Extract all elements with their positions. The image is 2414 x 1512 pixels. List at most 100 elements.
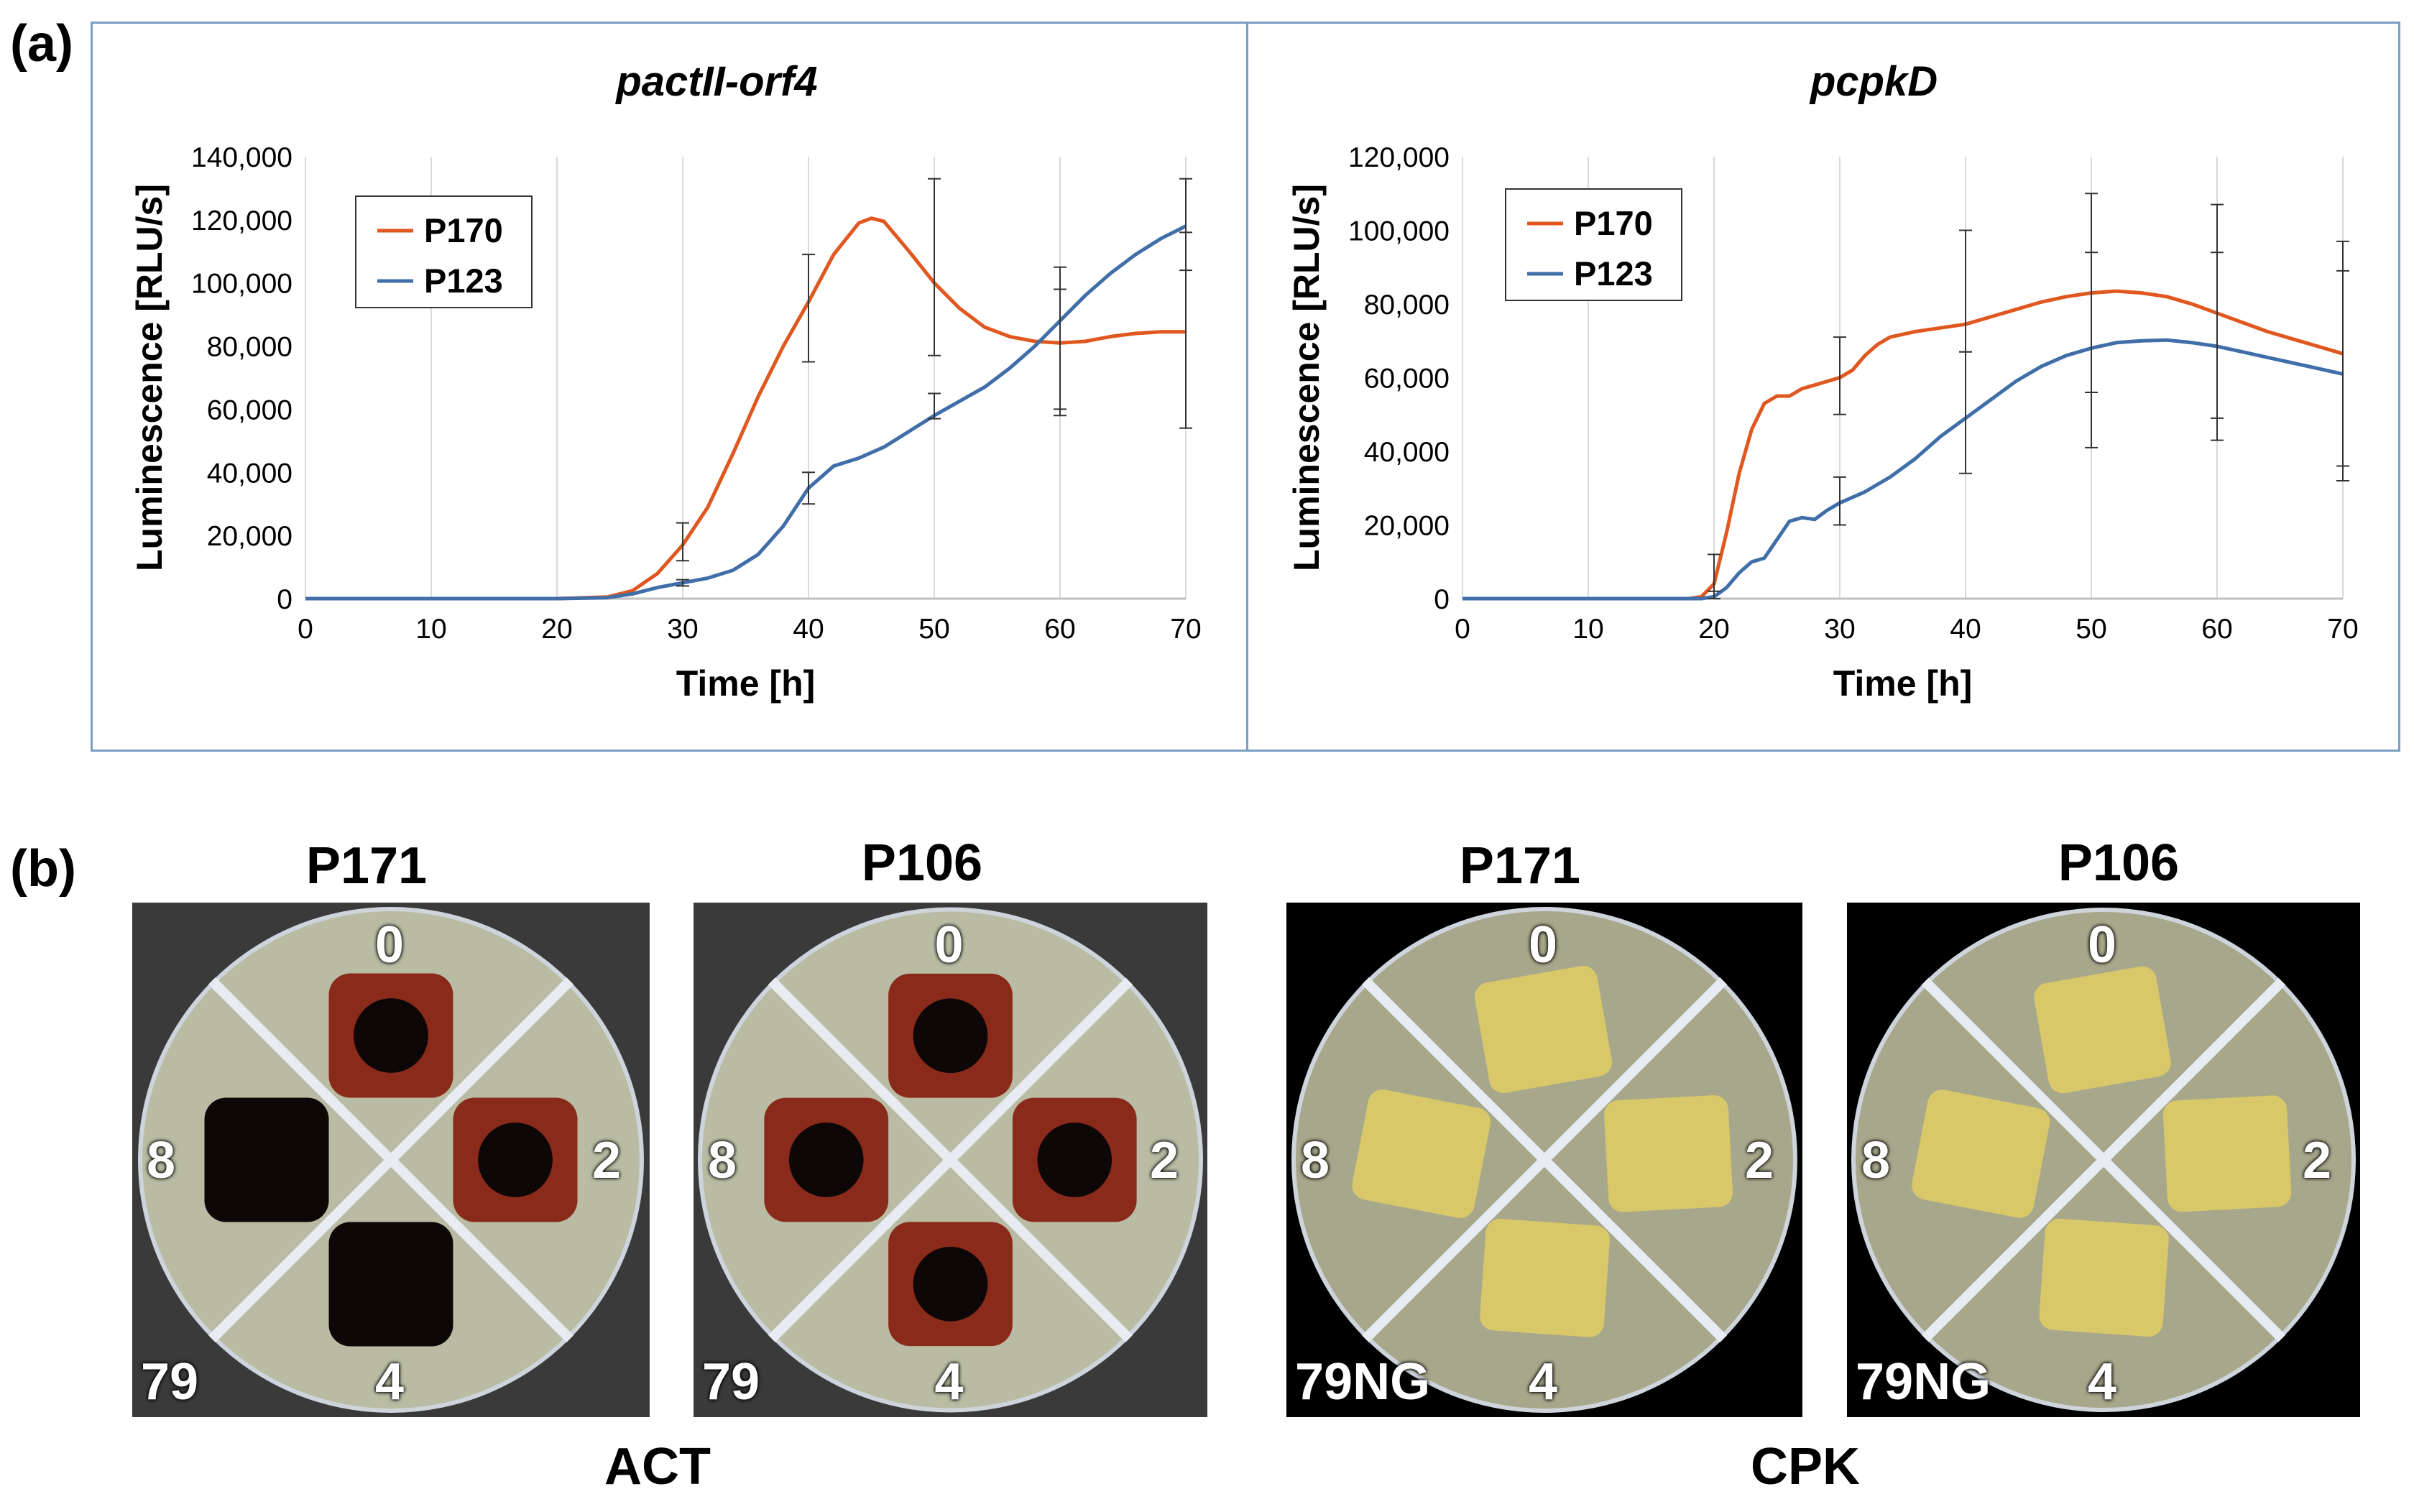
x-tick-label: 40 [793, 614, 824, 645]
colony-center [913, 998, 988, 1074]
colony-patch [1480, 1219, 1610, 1337]
colony-patch [1474, 965, 1613, 1094]
colony-patch [1912, 1089, 2050, 1218]
series-line-p123 [305, 224, 1187, 601]
plate-divider [208, 977, 574, 1343]
legend-label-p170: P170 [1574, 204, 1653, 242]
x-tick-label: 30 [667, 614, 698, 645]
x-axis-label: Time [h] [1833, 663, 1973, 704]
plate-sector-label-right: 2 [1745, 1132, 1774, 1189]
plate-title-2: P106 [861, 834, 983, 892]
x-tick-label: 70 [2327, 614, 2358, 645]
plate-drawing [698, 907, 1203, 1413]
group-label-act: ACT [604, 1438, 711, 1495]
y-axis-label: Luminescence [RLU/s] [129, 184, 170, 571]
legend-label-p123: P123 [424, 262, 503, 300]
colony-patch [2039, 1218, 2169, 1337]
plate-sector-label-bottom: 4 [375, 1353, 405, 1411]
colony-center [478, 1123, 553, 1197]
plate-divider [1921, 977, 2286, 1342]
plate-strain-label: 79NG [1295, 1353, 1431, 1411]
y-tick-label: 60,000 [1364, 364, 1450, 395]
plate-sector-label-bottom: 4 [1529, 1353, 1558, 1411]
colony-center [354, 998, 428, 1073]
series-line-p123 [1462, 338, 2344, 601]
plate-sector-label-left: 8 [708, 1132, 737, 1189]
series-line-p170 [305, 216, 1186, 601]
plate-sector-label-top: 0 [375, 916, 405, 974]
group-label-cpk: CPK [1750, 1438, 1860, 1495]
y-tick-label: 140,000 [191, 142, 292, 173]
plate-strain-label: 79 [141, 1353, 199, 1411]
x-tick-label: 60 [2201, 614, 2232, 645]
y-tick-label: 80,000 [207, 332, 292, 363]
x-tick-label: 20 [541, 614, 572, 645]
colony-center [354, 1247, 428, 1322]
plate-photo-act-p106: 0 2 4 8 79 [694, 903, 1207, 1417]
y-tick-label: 20,000 [207, 521, 292, 552]
x-tick-label: 60 [1044, 614, 1075, 645]
plate-strain-label: 79NG [1856, 1353, 1991, 1411]
plate-sector-label-bottom: 4 [934, 1353, 964, 1411]
y-tick-label: 60,000 [207, 395, 292, 425]
plate-sector-label-top: 0 [934, 916, 964, 974]
plate-sector-label-right: 2 [1150, 1132, 1179, 1189]
chart-title: pcpkD [1809, 58, 1938, 105]
series-line-p170 [1462, 289, 2344, 601]
legend-box [1505, 188, 1682, 301]
y-tick-label: 100,000 [1348, 216, 1450, 247]
plate-sector-label-left: 8 [1301, 1132, 1330, 1189]
legend-box [355, 195, 533, 308]
plate-sector-label-left: 8 [1861, 1132, 1891, 1189]
plate-title-4: P106 [2058, 834, 2180, 892]
y-tick-label: 100,000 [191, 269, 292, 300]
colony-center [788, 1123, 864, 1197]
legend-label-p123: P123 [1574, 254, 1653, 292]
chart-panel-divider [1246, 22, 1248, 752]
x-tick-label: 30 [1824, 614, 1855, 645]
plate-drawing [138, 907, 644, 1413]
plate-photo-cpk-p171: 0 2 4 8 79NG [1286, 903, 1802, 1417]
plate-divider [768, 977, 1133, 1342]
plate-sector-label-right: 2 [2303, 1132, 2332, 1189]
x-tick-label: 50 [2076, 614, 2106, 645]
colony-center [229, 1123, 304, 1197]
plate-sector-label-top: 0 [1529, 916, 1558, 974]
colony-patch [1352, 1089, 1491, 1218]
plate-drawing [1851, 908, 2356, 1412]
colony-patch [1604, 1095, 1733, 1212]
y-axis-label: Luminescence [RLU/s] [1286, 184, 1327, 571]
y-tick-label: 0 [277, 584, 292, 615]
x-tick-label: 10 [415, 614, 446, 645]
x-tick-label: 40 [1950, 614, 1981, 645]
y-tick-label: 80,000 [1364, 290, 1450, 321]
x-tick-label: 20 [1698, 614, 1729, 645]
plate-sector-label-top: 0 [2088, 916, 2117, 974]
y-tick-label: 0 [1434, 584, 1450, 615]
plate-sector-label-left: 8 [147, 1132, 176, 1189]
plate-divider [1361, 977, 1728, 1343]
y-tick-label: 120,000 [191, 206, 292, 236]
x-axis-label: Time [h] [676, 663, 816, 704]
colony-patch [2034, 966, 2171, 1094]
x-tick-label: 0 [1455, 614, 1470, 645]
colony-center [913, 1246, 988, 1322]
panel-b-letter: (b) [10, 840, 76, 898]
y-tick-label: 120,000 [1348, 142, 1450, 173]
plate-title-1: P171 [305, 837, 428, 895]
plate-photo-act-p171: 0 2 4 8 79 [132, 903, 650, 1417]
chart-pactII-orf4: pactII-orf4 0 20,000 40,000 60,000 80,000 100,… [129, 58, 1202, 704]
y-tick-label: 20,000 [1364, 511, 1450, 542]
y-tick-label: 40,000 [207, 458, 292, 489]
x-tick-label: 10 [1572, 614, 1603, 645]
plate-sector-label-right: 2 [592, 1132, 622, 1189]
plate-title-3: P171 [1459, 837, 1581, 895]
plate-strain-label: 79 [702, 1353, 760, 1411]
x-tick-label: 70 [1170, 614, 1201, 645]
plate-photo-cpk-p106: 0 2 4 8 79NG [1847, 903, 2360, 1417]
plate-drawing [1291, 907, 1797, 1413]
chart-title: pactII-orf4 [614, 58, 817, 105]
legend-label-p170: P170 [424, 211, 503, 249]
chart-pcpkD: pcpkD 0 20,000 40,000 60,000 80,000 100,000 120… [1286, 58, 2359, 704]
plate-sector-label-bottom: 4 [2088, 1353, 2117, 1411]
